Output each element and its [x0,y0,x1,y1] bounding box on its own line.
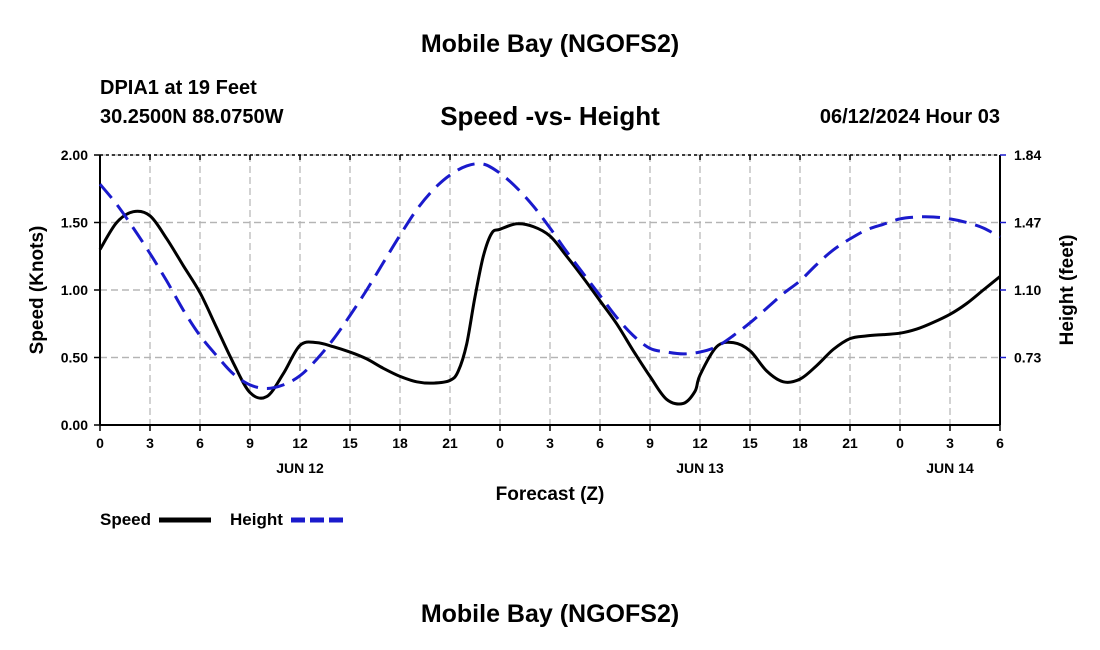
y-tick-label: 1.00 [61,282,88,298]
station-coordinates: 30.2500N 88.0750W [100,106,284,128]
page-title: Mobile Bay (NGOFS2) [420,30,680,58]
y-tick-label: 0.00 [61,417,88,433]
x-tick-label: 9 [246,435,254,451]
y-tick-label: 1.50 [61,215,88,231]
x-tick-label: 15 [342,435,358,451]
series-line-speed [98,209,1001,406]
forecast-datetime: 06/12/2024 Hour 03 [819,106,1000,128]
x-tick-label: 0 [496,435,504,451]
y2-tick-label: 1.47 [1014,215,1041,231]
x-tick-label: 18 [392,435,408,451]
x-tick-label: 3 [546,435,554,451]
axes: 0 3 6 9 12 15 18 21 0 3 6 9 12 15 18 21 0 3 6 JUN 12 JUN 13 J… [27,147,1078,505]
date-label: JUN 12 [276,460,324,476]
y-tick-label: 0.50 [61,350,88,366]
footer-title: Mobile Bay (NGOFS2) [420,600,680,628]
station-label: DPIA1 at 19 Feet [100,77,257,99]
y2-tick-label: 1.10 [1014,282,1041,298]
legend-label-height: Height [230,510,283,529]
y2-axis-title: Height (feet) [1057,235,1078,346]
series [98,162,1001,406]
x-tick-label: 0 [96,435,104,451]
x-tick-label: 0 [896,435,904,451]
x-tick-label: 3 [146,435,154,451]
x-tick-label: 6 [996,435,1004,451]
x-tick-label: 21 [442,435,458,451]
chart-title: Speed -vs- Height [440,101,660,131]
date-label: JUN 14 [926,460,974,476]
y2-tick-label: 0.73 [1014,350,1041,366]
x-tick-label: 9 [646,435,654,451]
x-tick-label: 6 [596,435,604,451]
x-tick-label: 18 [792,435,808,451]
y-axis-title: Speed (Knots) [27,226,48,355]
x-tick-label: 21 [842,435,858,451]
legend: Speed Height [100,510,343,529]
x-tick-label: 15 [742,435,758,451]
x-tick-label: 6 [196,435,204,451]
y-tick-label: 2.00 [61,147,88,163]
x-axis-title: Forecast (Z) [496,484,605,505]
series-line-height [98,162,1001,390]
grid [100,154,1000,425]
date-label: JUN 13 [676,460,724,476]
y2-tick-label: 1.84 [1014,147,1041,163]
legend-label-speed: Speed [100,510,151,529]
x-tick-label: 12 [292,435,308,451]
x-tick-label: 12 [692,435,708,451]
x-tick-label: 3 [946,435,954,451]
